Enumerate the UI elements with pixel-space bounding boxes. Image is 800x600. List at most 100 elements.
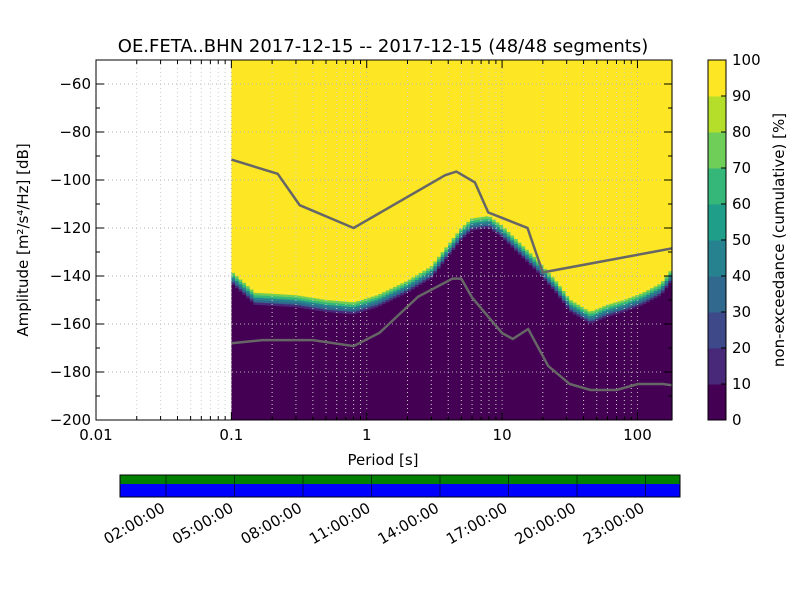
y-axis-label: Amplitude [m²/s⁴/Hz] [dB] xyxy=(14,143,32,336)
ppsd-cell xyxy=(668,268,673,272)
ppsd-cell xyxy=(396,294,401,298)
ppsd-cell xyxy=(631,308,636,420)
colorbar-tick-label: 90 xyxy=(732,87,751,105)
ppsd-cell xyxy=(315,60,321,297)
ppsd-cell xyxy=(326,307,332,311)
ppsd-cell xyxy=(260,295,266,299)
ppsd-cell xyxy=(418,284,423,420)
ppsd-cell xyxy=(389,286,394,289)
ppsd-cell xyxy=(293,302,299,306)
colorbar-tick-label: 40 xyxy=(732,267,751,285)
ppsd-cell xyxy=(602,315,607,319)
ppsd-cell xyxy=(499,236,504,420)
ppsd-cell xyxy=(499,60,504,223)
ppsd-cell xyxy=(664,273,669,277)
ppsd-cell xyxy=(528,250,534,254)
ppsd-cell xyxy=(462,225,467,228)
ppsd-cell xyxy=(477,214,482,218)
ppsd-cell xyxy=(363,310,368,420)
ppsd-cell xyxy=(312,302,317,306)
ppsd-cell xyxy=(264,60,269,292)
ppsd-cell xyxy=(425,280,431,420)
ppsd-cell xyxy=(374,302,379,306)
ppsd-cell xyxy=(646,287,651,291)
ppsd-cell xyxy=(532,60,537,255)
ppsd-cell xyxy=(598,314,603,318)
ppsd-cell xyxy=(260,290,266,294)
ppsd-cell xyxy=(352,309,357,313)
ppsd-cell xyxy=(378,296,383,300)
ppsd-cell xyxy=(400,292,405,296)
ppsd-cell xyxy=(459,238,464,241)
colorbar-segment xyxy=(708,240,726,277)
ppsd-cell xyxy=(392,298,398,420)
ppsd-cell xyxy=(649,288,655,291)
ppsd-cell xyxy=(627,302,633,306)
ppsd-cell xyxy=(235,285,240,289)
ppsd-cell xyxy=(257,295,262,299)
ppsd-cell xyxy=(286,299,291,303)
ppsd-cell xyxy=(403,293,409,420)
ppsd-cell xyxy=(514,246,519,249)
ppsd-cell xyxy=(312,310,317,420)
ppsd-cell xyxy=(499,232,504,235)
ppsd-cell xyxy=(378,298,383,302)
ppsd-cell xyxy=(506,239,512,242)
ppsd-cell xyxy=(242,280,247,284)
ppsd-cell xyxy=(411,279,416,283)
ppsd-cell xyxy=(429,268,434,272)
ppsd-cell xyxy=(348,60,354,300)
ppsd-cell xyxy=(249,301,254,420)
ppsd-cell xyxy=(341,308,346,312)
ppsd-cell xyxy=(231,272,236,276)
ppsd-cell xyxy=(510,60,515,234)
ppsd-cell xyxy=(653,288,658,292)
ppsd-cell xyxy=(271,291,277,295)
ppsd-cell xyxy=(514,236,519,240)
ppsd-cell xyxy=(514,239,519,242)
timeline: 02:00:00 05:00:00 08:00:00 11:00:00 14:00:00… xyxy=(101,474,681,548)
ppsd-cell xyxy=(616,303,622,307)
ppsd-cell xyxy=(602,311,607,314)
ppsd-cell xyxy=(609,303,614,307)
ppsd-cell xyxy=(635,307,640,420)
ppsd-cell xyxy=(268,291,273,294)
ppsd-cell xyxy=(282,301,288,305)
ppsd-cell xyxy=(462,237,467,420)
ppsd-cell xyxy=(492,222,497,225)
ppsd-cell xyxy=(484,60,490,214)
ppsd-cell xyxy=(616,299,622,302)
ppsd-cell xyxy=(668,283,673,420)
ppsd-cell xyxy=(627,300,633,304)
ppsd-cell xyxy=(653,291,658,294)
ppsd-cell xyxy=(440,60,445,250)
ppsd-cell xyxy=(385,292,390,296)
ppsd-cell xyxy=(646,290,651,293)
y-axis: −60 −80 −100 −120 −140 −160 −180 −200 xyxy=(50,59,672,429)
ppsd-cell xyxy=(315,301,321,304)
ppsd-cell xyxy=(550,286,556,290)
ppsd-cell xyxy=(561,298,567,301)
ppsd-cell xyxy=(231,277,236,281)
ppsd-cell xyxy=(264,298,269,301)
ppsd-cell xyxy=(565,295,570,299)
ppsd-cell xyxy=(308,60,313,296)
ppsd-cell xyxy=(631,294,636,297)
ppsd-cell xyxy=(583,309,589,312)
ppsd-cell xyxy=(367,302,372,306)
ppsd-cell xyxy=(576,302,581,306)
ppsd-cell xyxy=(558,290,563,294)
ppsd-cell xyxy=(290,302,295,305)
ppsd-cell xyxy=(436,263,442,267)
ppsd-cell xyxy=(591,322,596,420)
ppsd-cell xyxy=(602,313,607,317)
ppsd-cell xyxy=(374,60,379,294)
ppsd-cell xyxy=(462,232,467,236)
ppsd-cell xyxy=(400,280,405,284)
ppsd-cell xyxy=(649,60,655,286)
x-tick-label: 10 xyxy=(493,426,512,444)
ppsd-cell xyxy=(488,221,493,225)
ppsd-cell xyxy=(492,224,497,228)
colorbar-segment xyxy=(708,60,726,97)
ppsd-cell xyxy=(337,301,343,304)
